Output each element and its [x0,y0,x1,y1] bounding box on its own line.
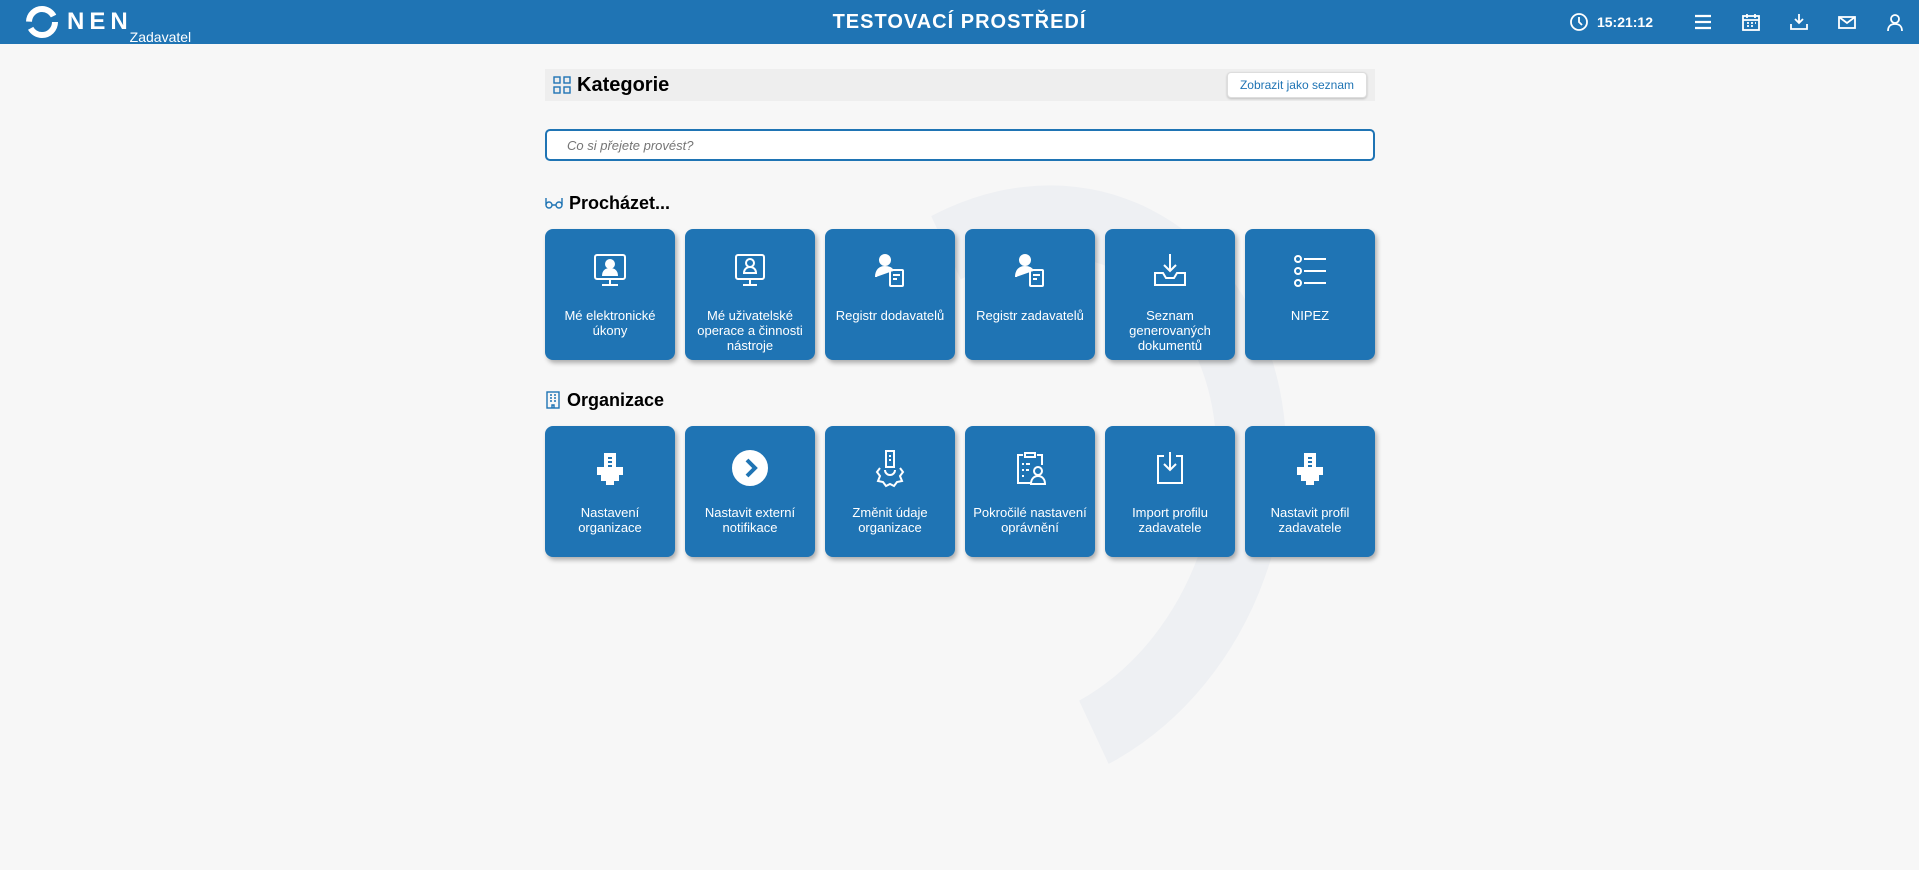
monitor-profile-icon [735,254,765,286]
calendar-button[interactable] [1727,12,1775,32]
page-title: Kategorie [577,73,670,96]
organization-heading: Organizace [545,388,1375,412]
tile-pokrocile-nastaveni-opravneni[interactable]: Pokročilé nastavení oprávnění [965,426,1095,557]
environment-title: TESTOVACÍ PROSTŘEDÍ [832,11,1087,33]
mail-icon [1838,16,1856,29]
search-input[interactable] [545,129,1375,161]
tile-label: Pokročilé nastavení oprávnění [973,505,1087,535]
tile-registr-dodavatelu[interactable]: Registr dodavatelů [825,229,955,360]
tile-label: Nastavení organizace [578,505,642,535]
tile-zmenit-udaje-organizace[interactable]: Změnit údaje organizace [825,426,955,557]
nen-logo-icon [26,6,58,38]
clock-time: 15:21:12 [1596,14,1653,30]
download-button[interactable] [1775,12,1823,32]
chevron-circle-icon [732,450,768,486]
tile-nipez[interactable]: NIPEZ [1245,229,1375,360]
calendar-icon [1742,14,1760,31]
tile-me-elektronicke-ukony[interactable]: Mé elektronické úkony [545,229,675,360]
clipboard-user-icon [1017,452,1047,485]
building-gear-outline-icon [875,450,905,488]
tile-label: Nastavit profil zadavatele [1270,505,1350,535]
mail-button[interactable] [1823,12,1871,32]
grid-icon [553,76,571,94]
browse-heading: Procházet... [545,191,1375,215]
download-icon [1790,14,1808,30]
session-clock: 15:21:12 [1569,12,1653,32]
tile-label: Mé uživatelské operace a činnosti nástro… [697,308,803,353]
tile-label: Nastavit externí notifikace [704,505,796,535]
user-icon [1887,14,1903,32]
user-button[interactable] [1871,12,1919,32]
tile-seznam-generovanych-dokumentu[interactable]: Seznam generovaných dokumentů [1105,229,1235,360]
clock-icon [1570,13,1588,31]
user-document-icon [875,254,904,287]
tile-label: Registr zadavatelů [976,308,1084,323]
building-icon [546,391,560,409]
tile-label: Import profilu zadavatele [1132,505,1208,535]
tile-me-uzivatelske-operace-a-cinnosti-nastroje[interactable]: Mé uživatelské operace a činnosti nástro… [685,229,815,360]
menu-icon [1695,14,1711,30]
tile-nastaveni-organizace[interactable]: Nastavení organizace [545,426,675,557]
import-icon [1157,452,1183,484]
tile-label: Změnit údaje organizace [852,505,928,535]
user-document-icon [1015,254,1044,287]
tile-label: Seznam generovaných dokumentů [1129,308,1211,353]
logo-subtitle: Zadavatel [129,29,192,45]
tile-nastavit-externi-notifikace[interactable]: Nastavit externí notifikace [685,426,815,557]
nen-logo[interactable]: NEN Zadavatel [25,5,191,45]
tile-nastavit-profil-zadavatele[interactable]: Nastavit profil zadavatele [1245,426,1375,557]
building-gear-icon [597,453,623,485]
inbox-download-icon [1154,254,1186,286]
top-bar: NEN Zadavatel TESTOVACÍ PROSTŘEDÍ 15:21:… [0,0,1919,45]
menu-button[interactable] [1679,12,1727,32]
monitor-user-icon [594,254,626,286]
tile-label: Mé elektronické úkony [564,308,656,338]
list-icon [1294,255,1326,287]
categories-bar: Kategorie Zobrazit jako seznam [545,69,1375,101]
section-title: Procházet... [569,192,671,213]
tile-label: Registr dodavatelů [835,308,945,323]
glasses-icon [545,198,563,209]
tile-registr-zadavatelu[interactable]: Registr zadavatelů [965,229,1095,360]
building-gear-icon [1297,453,1323,485]
tile-import-profilu-zadavatele[interactable]: Import profilu zadavatele [1105,426,1235,557]
show-as-list-button[interactable]: Zobrazit jako seznam [1226,72,1367,98]
tile-label: NIPEZ [1290,308,1330,323]
logo-text: NEN [67,8,133,35]
section-title: Organizace [567,389,665,410]
